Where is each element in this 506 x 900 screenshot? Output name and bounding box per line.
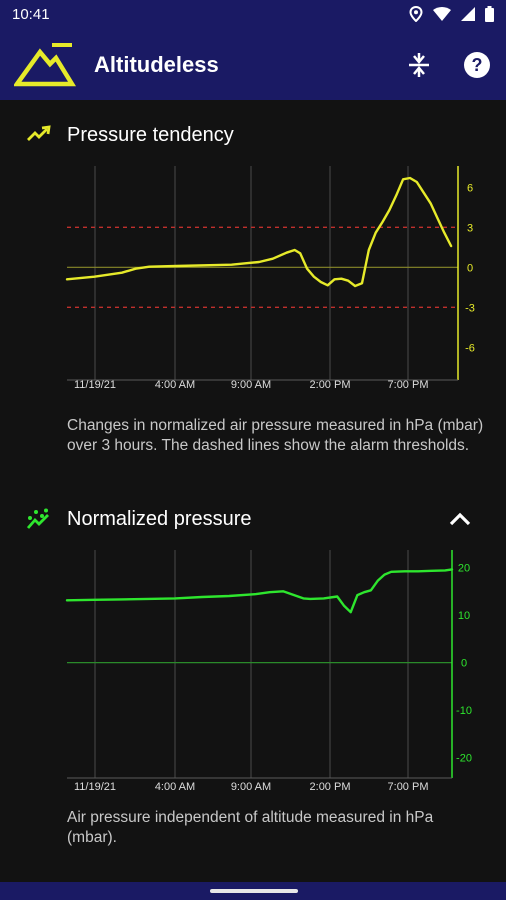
normalized-chart: 11/19/21 4:00 AM 9:00 AM 2:00 PM 7:00 PM… [65,550,472,790]
y-tick-label: 0 [461,658,467,670]
svg-text:?: ? [472,55,483,75]
x-tick-label: 4:00 AM [155,379,195,391]
y-tick-label: 3 [467,222,473,234]
x-tick-label: 2:00 PM [310,379,351,391]
y-tick-label: 20 [458,563,470,575]
x-tick-label: 11/19/21 [74,781,116,790]
x-tick-label: 9:00 AM [231,781,271,790]
x-tick-label: 11/19/21 [74,379,116,391]
tendency-description: Changes in normalized air pressure measu… [67,417,484,454]
y-tick-label: -3 [465,302,475,314]
x-tick-label: 2:00 PM [310,781,351,790]
trending-up-icon [27,125,51,141]
normalized-series-line [65,568,454,614]
normalized-description: Air pressure independent of altitude mea… [67,809,434,846]
section-title-tendency: Pressure tendency [67,124,234,146]
x-tick-label: 9:00 AM [231,379,271,391]
home-gesture-handle[interactable] [210,889,298,893]
status-bar: 10:41 [0,0,506,30]
x-tick-label: 7:00 PM [388,781,429,790]
app-logo-icon [14,43,76,87]
signal-icon [461,7,475,21]
tendency-series-line [65,176,453,288]
x-tick-label: 4:00 AM [155,781,195,790]
y-tick-label: 6 [467,182,473,194]
section-title-normalized: Normalized pressure [67,508,252,530]
y-tick-label: -6 [465,342,475,354]
y-tick-label: 10 [458,610,470,622]
y-tick-label: -10 [456,705,472,717]
calibrate-icon[interactable] [404,50,434,80]
wifi-icon [433,7,451,21]
section-header-tendency: Pressure tendency [0,118,506,154]
scatter-chart-icon [26,508,49,529]
tendency-chart: 11/19/21 4:00 AM 9:00 AM 2:00 PM 7:00 PM… [65,166,475,391]
y-tick-label: -20 [456,753,472,765]
battery-icon [485,6,494,22]
location-icon [409,6,423,22]
status-time: 10:41 [12,6,50,23]
help-icon[interactable]: ? [462,50,492,80]
app-bar: Altitudeless ? [0,30,506,100]
x-tick-label: 7:00 PM [388,379,429,391]
navigation-bar [0,882,506,900]
app-title: Altitudeless [94,52,219,77]
chevron-up-icon[interactable] [446,506,474,534]
status-icons [409,6,494,22]
y-tick-label: 0 [467,262,473,274]
section-header-normalized: Normalized pressure [0,502,506,538]
